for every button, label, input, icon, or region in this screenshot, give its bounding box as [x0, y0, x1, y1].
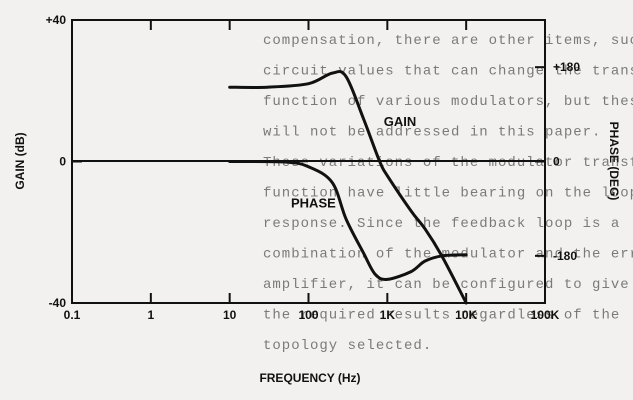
axis-ticks: [71, 19, 546, 304]
x-tick-label: 100: [298, 308, 318, 322]
x-axis-title: FREQUENCY (Hz): [259, 371, 360, 385]
y-tick-label-left: 0: [59, 155, 66, 169]
y-tick-label-right: 0: [553, 155, 560, 169]
x-tick-label: 10K: [455, 308, 477, 322]
series-lines: [228, 70, 468, 305]
background-text-line: compensation, there are other items, suc…: [263, 33, 633, 49]
y-tick-label-left: +40: [46, 13, 67, 27]
background-text-line: response. Since the feedback loop is a: [263, 216, 620, 232]
background-text-line: the required results regardless of the: [263, 308, 620, 324]
y-tick-label-right: +180: [553, 60, 580, 74]
x-tick-label: 1K: [380, 308, 396, 322]
background-paper-text: compensation, there are other items, su c…: [263, 33, 633, 354]
series-phase-line: [228, 159, 468, 281]
background-text-line: topology selected.: [263, 338, 432, 354]
series-gain-line: [228, 70, 468, 305]
background-text-line: amplifier, it can be configured to give: [263, 277, 630, 293]
annotation-phase: PHASE: [291, 195, 336, 210]
x-tick-label: 1: [147, 308, 154, 322]
y-tick-label-left: -40: [49, 296, 67, 310]
background-text-line: These variations of the modulator transf…: [263, 155, 633, 171]
background-text-line: function of various modulators, but thes…: [263, 94, 633, 110]
y-tick-label-right: -180: [553, 249, 577, 263]
series-annotations: GAIN PHASE: [291, 114, 416, 210]
y-axis-title-right: PHASE (DEG): [607, 122, 621, 201]
annotation-gain: GAIN: [384, 114, 417, 129]
x-tick-label: 100K: [531, 308, 560, 322]
y-axis-title-left: GAIN (dB): [13, 132, 27, 189]
background-text-line: will not be addressed in this paper.: [263, 125, 601, 141]
background-text-line: function have little bearing on the loop: [263, 186, 633, 202]
x-tick-label: 0.1: [64, 308, 81, 322]
tick-labels: 0.1 1 10 100 1K 10K 100K +40 0 -40 +180 0 -180: [46, 13, 581, 322]
x-tick-label: 10: [223, 308, 237, 322]
